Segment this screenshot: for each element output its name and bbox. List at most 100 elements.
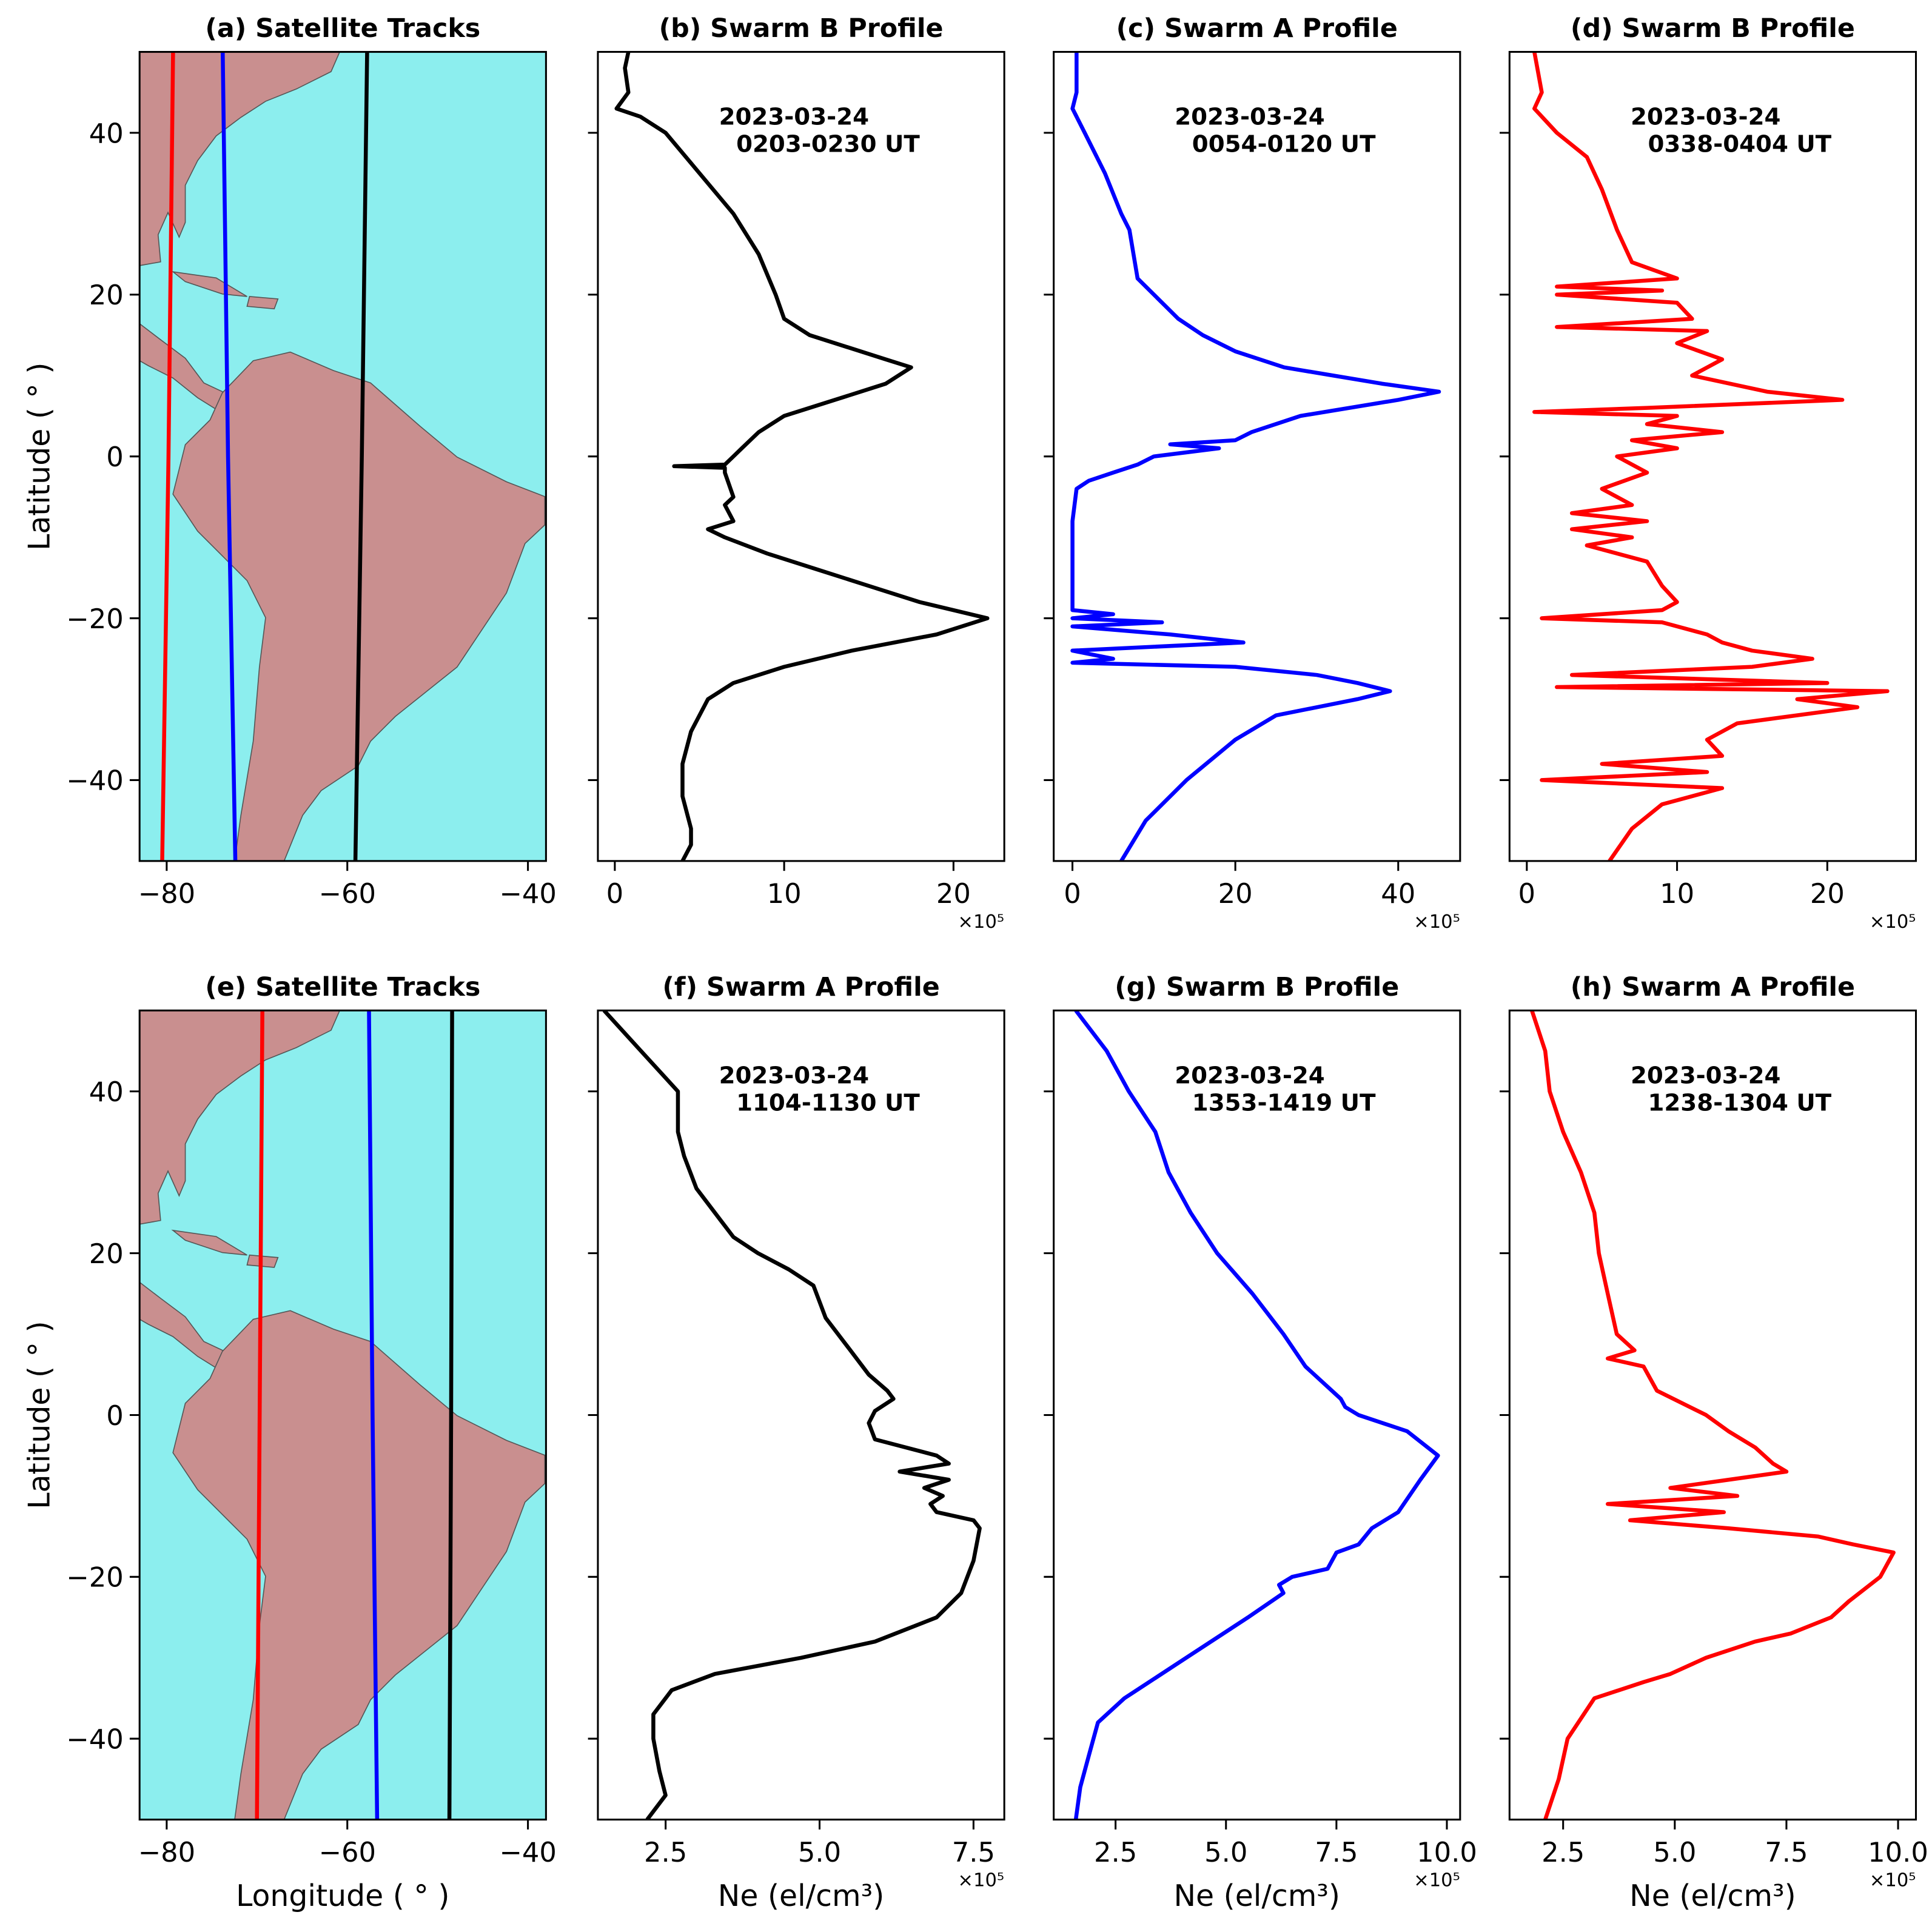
track (367, 1010, 380, 1820)
annotation: 0054-0120 UT (1192, 131, 1376, 158)
y-tick-label: −40 (66, 1723, 124, 1755)
annotation: 1353-1419 UT (1192, 1089, 1376, 1116)
annotation: 2023-03-24 (1175, 1062, 1324, 1090)
x-tick-label: 20 (936, 877, 971, 910)
frame (1053, 51, 1461, 862)
frame (597, 1009, 1005, 1821)
panel: 0 10 20 (d) Swarm B Profile 2023-03-240338-0… (1500, 13, 1917, 933)
annotation: 2023-03-24 (1175, 104, 1324, 131)
x-tick-label: 7.5 (1765, 1836, 1808, 1868)
frame (1053, 1009, 1461, 1821)
panel: −80 −60 −40 −40 −20 0 20 40 (a) Satellite Tracks… (22, 13, 556, 910)
data-layer (1073, 1010, 1440, 1820)
panel: 0 20 40 (c) Swarm A Profile 2023-03-240054-0… (1044, 13, 1461, 933)
x-offset: ×10⁵ (1414, 1870, 1460, 1891)
x-tick-label: 0 (1064, 877, 1081, 910)
x-tick-label: −60 (318, 877, 376, 910)
y-axis-label: Latitude ( ° ) (22, 363, 56, 551)
y-tick-label: 40 (89, 117, 124, 149)
x-tick-label: 10 (767, 877, 802, 910)
x-tick-label: 10.0 (1868, 1836, 1928, 1868)
profile-line (1532, 52, 1890, 861)
data-layer (1070, 52, 1441, 861)
x-axis-label: Ne (el/cm³) (1173, 1879, 1340, 1913)
y-tick-label: 40 (89, 1076, 124, 1108)
panel-title: (e) Satellite Tracks (205, 972, 480, 1002)
profile-line (1070, 52, 1441, 861)
track (353, 52, 369, 861)
y-tick-label: 0 (106, 441, 124, 473)
x-tick-label: 2.5 (1094, 1836, 1137, 1868)
annotation: 2023-03-24 (1631, 104, 1780, 131)
profile-line (1530, 1010, 1896, 1820)
track (447, 1010, 454, 1820)
x-axis-label: Longitude ( ° ) (236, 1879, 449, 1913)
x-tick-label: 2.5 (1541, 1836, 1585, 1868)
data-layer (1532, 52, 1890, 861)
x-tick-label: −40 (499, 1836, 557, 1868)
profile-line (1073, 1010, 1440, 1820)
panel-title: (f) Swarm A Profile (662, 972, 939, 1002)
x-tick-label: 20 (1218, 877, 1253, 910)
annotation: 2023-03-24 (1631, 1062, 1780, 1090)
x-tick-label: 5.0 (1204, 1836, 1247, 1868)
x-tick-label: 40 (1381, 877, 1415, 910)
panel-title: (g) Swarm B Profile (1115, 972, 1399, 1002)
x-offset: ×10⁵ (1414, 911, 1460, 933)
frame (1508, 51, 1917, 862)
x-axis-label: Ne (el/cm³) (1629, 1879, 1796, 1913)
annotation: 1104-1130 UT (736, 1089, 920, 1116)
x-offset: ×10⁵ (1870, 1870, 1916, 1891)
y-tick-label: 20 (89, 1238, 124, 1270)
data-layer (602, 1010, 982, 1820)
x-tick-label: 10.0 (1417, 1836, 1477, 1868)
x-tick-label: −80 (138, 1836, 196, 1868)
x-tick-label: 2.5 (644, 1836, 687, 1868)
x-offset: ×10⁵ (958, 1870, 1004, 1891)
y-tick-label: −20 (66, 1561, 124, 1594)
frame (597, 51, 1005, 862)
frame (1508, 1009, 1917, 1821)
x-tick-label: −40 (499, 877, 557, 910)
annotation: 1238-1304 UT (1648, 1089, 1831, 1116)
panel: 2.5 5.0 7.5 10.0 (g) Swarm B Profile 2023-03-… (1044, 972, 1477, 1913)
data-layer (614, 52, 990, 861)
panel: −80 −60 −40 −40 −20 0 20 40 (e) Satellite Tracks… (22, 972, 556, 1913)
panel-title: (d) Swarm B Profile (1571, 13, 1855, 44)
panel-title: (a) Satellite Tracks (205, 13, 480, 44)
x-tick-label: −60 (318, 1836, 376, 1868)
x-tick-label: 5.0 (798, 1836, 841, 1868)
x-tick-label: 0 (1518, 877, 1536, 910)
panel: 2.5 5.0 7.5 10.0 (h) Swarm A Profile 2023-03-… (1500, 972, 1928, 1913)
track (255, 1010, 264, 1820)
x-offset: ×10⁵ (958, 911, 1004, 933)
x-axis-label: Ne (el/cm³) (718, 1879, 885, 1913)
x-tick-label: 7.5 (1315, 1836, 1358, 1868)
panel-title: (b) Swarm B Profile (659, 13, 944, 44)
y-tick-label: −20 (66, 603, 124, 635)
y-tick-label: −40 (66, 765, 124, 797)
x-tick-label: 0 (606, 877, 624, 910)
y-tick-label: 0 (106, 1400, 124, 1432)
x-tick-label: 20 (1810, 877, 1845, 910)
data-layer (255, 1010, 454, 1820)
panel: 0 10 20 (b) Swarm B Profile 2023-03-240203-0… (588, 13, 1005, 933)
annotation: 0338-0404 UT (1648, 131, 1831, 158)
x-tick-label: 10 (1660, 877, 1694, 910)
x-offset: ×10⁵ (1870, 911, 1916, 933)
annotation: 2023-03-24 (719, 104, 869, 131)
panel: 2.5 5.0 7.5 (f) Swarm A Profile 2023-03-2411… (588, 972, 1005, 1913)
annotation: 0203-0230 UT (736, 131, 920, 158)
panel-title: (h) Swarm A Profile (1571, 972, 1855, 1002)
x-tick-label: −80 (138, 877, 196, 910)
x-tick-label: 5.0 (1653, 1836, 1696, 1868)
data-layer (1530, 1010, 1896, 1820)
panel-title: (c) Swarm A Profile (1116, 13, 1398, 44)
x-tick-label: 7.5 (952, 1836, 995, 1868)
profile-line (602, 1010, 982, 1820)
profile-line (614, 52, 990, 861)
y-axis-label: Latitude ( ° ) (22, 1321, 56, 1509)
y-tick-label: 20 (89, 279, 124, 311)
track (221, 52, 238, 861)
